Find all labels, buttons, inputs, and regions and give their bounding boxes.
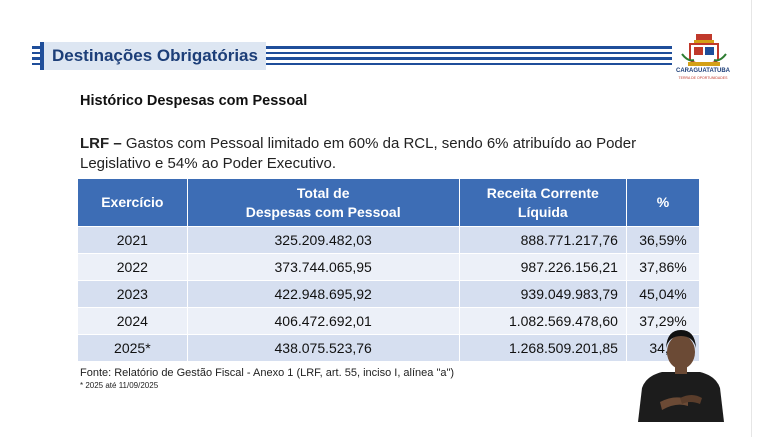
logo-tagline: TERRA DE OPORTUNIDADES xyxy=(678,76,728,80)
slide-right-edge xyxy=(751,0,775,437)
header-title-box: Destinações Obrigatórias xyxy=(40,42,266,70)
cell-rcl: 1.268.509.201,85 xyxy=(458,334,627,362)
table-row: 2024 406.472.692,01 1.082.569.478,60 37,… xyxy=(77,307,701,335)
table-header-row: Exercício Total de Despesas com Pessoal R… xyxy=(77,178,701,227)
cell-year: 2023 xyxy=(77,280,188,308)
lrf-lead: LRF – xyxy=(80,135,122,152)
page-title: Destinações Obrigatórias xyxy=(52,46,258,65)
lrf-statement: LRF – Gastos com Pessoal limitado em 60%… xyxy=(80,134,680,174)
header-year: Exercício xyxy=(77,178,188,227)
table-row: 2021 325.209.482,03 888.771.217,76 36,59… xyxy=(77,226,701,254)
cell-rcl: 939.049.983,79 xyxy=(458,280,627,308)
cell-total: 325.209.482,03 xyxy=(186,226,460,254)
header-percent: % xyxy=(625,178,701,227)
cell-rcl: 888.771.217,76 xyxy=(458,226,627,254)
cell-percent: 36,59% xyxy=(625,226,701,254)
cell-year: 2022 xyxy=(77,253,188,281)
header-rcl: Receita Corrente Líquida xyxy=(458,178,627,227)
cell-year: 2025* xyxy=(77,334,188,362)
cell-rcl: 987.226.156,21 xyxy=(458,253,627,281)
sign-language-interpreter-icon xyxy=(638,330,724,422)
cell-rcl: 1.082.569.478,60 xyxy=(458,307,627,335)
source-note: Fonte: Relatório de Gestão Fiscal - Anex… xyxy=(80,367,455,379)
footnote: * 2025 até 11/09/2025 xyxy=(80,381,159,390)
cell-total: 438.075.523,76 xyxy=(186,334,460,362)
lrf-text: Gastos com Pessoal limitado em 60% da RC… xyxy=(80,135,637,172)
section-subtitle: Histórico Despesas com Pessoal xyxy=(80,93,308,109)
header-total: Total de Despesas com Pessoal xyxy=(186,178,460,227)
table-row: 2023 422.948.695,92 939.049.983,79 45,04… xyxy=(77,280,701,308)
header-stripes xyxy=(32,42,672,70)
cell-total: 422.948.695,92 xyxy=(186,280,460,308)
cell-year: 2024 xyxy=(77,307,188,335)
cell-percent: 37,86% xyxy=(625,253,701,281)
cell-percent: 37,29% xyxy=(625,307,701,335)
cell-percent: 45,04% xyxy=(625,280,701,308)
cell-year: 2021 xyxy=(77,226,188,254)
city-crest-icon xyxy=(681,34,727,66)
cell-total: 406.472.692,01 xyxy=(186,307,460,335)
table-row: 2022 373.744.065,95 987.226.156,21 37,86… xyxy=(77,253,701,281)
personnel-expense-table: Exercício Total de Despesas com Pessoal R… xyxy=(77,178,701,362)
logo-name: CARAGUATATUBA xyxy=(676,68,730,74)
table-row: 2025* 438.075.523,76 1.268.509.201,85 34… xyxy=(77,334,701,362)
cell-total: 373.744.065,95 xyxy=(186,253,460,281)
